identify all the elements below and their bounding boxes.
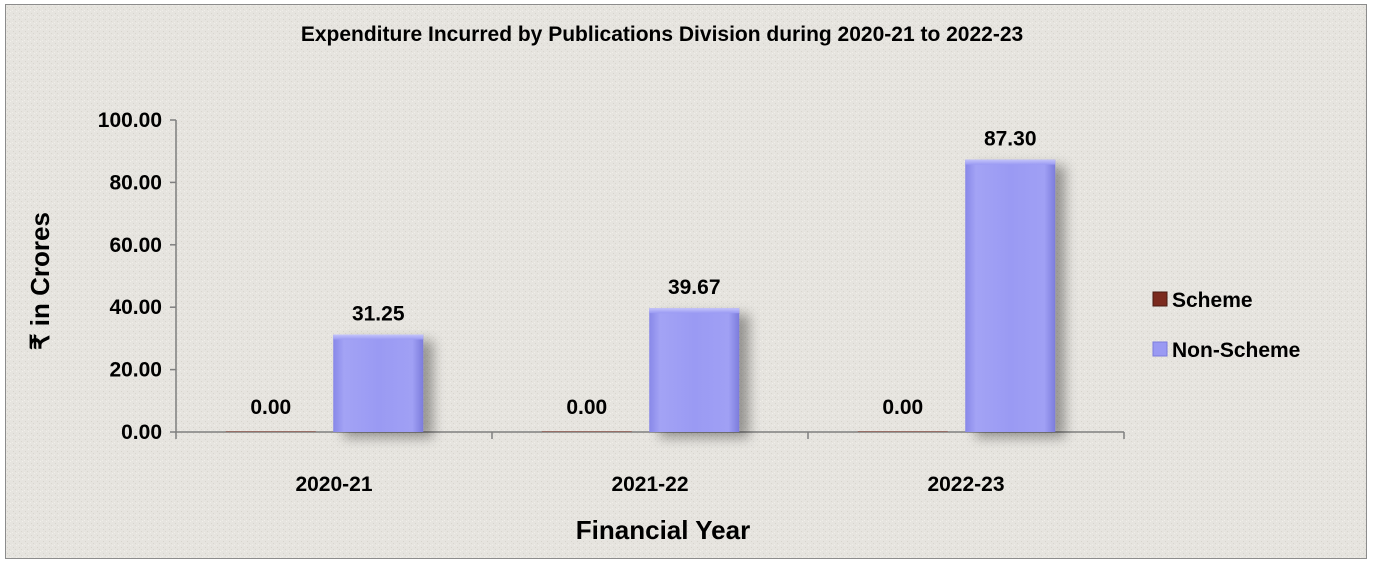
x-tick-label: 2022-23 <box>927 473 1004 496</box>
x-axis-title: Financial Year <box>576 515 750 545</box>
x-tick-label: 2021-22 <box>611 473 688 496</box>
data-labels: 0.00 31.25 0.00 39.67 0.00 87.30 <box>250 128 1036 419</box>
data-label: 0.00 <box>566 396 607 419</box>
y-tick-label: 0.00 <box>121 421 162 444</box>
bar-scheme <box>225 431 316 432</box>
bar-non-scheme <box>649 308 740 432</box>
x-tick-label: 2020-21 <box>295 473 372 496</box>
bar-scheme <box>541 431 632 432</box>
chart-frame: Expenditure Incurred by Publications Div… <box>5 4 1367 559</box>
bar-cap <box>649 308 740 314</box>
legend-label: Non-Scheme <box>1172 339 1300 362</box>
bar-cap <box>965 159 1056 165</box>
y-axis: 0.00 20.00 40.00 60.00 80.00 100.00 <box>98 109 177 444</box>
data-label: 0.00 <box>250 396 291 419</box>
chart-background <box>6 5 1366 558</box>
y-tick-label: 100.00 <box>98 109 162 132</box>
data-label: 0.00 <box>882 396 923 419</box>
legend-swatch-scheme <box>1152 291 1168 307</box>
y-tick-label: 40.00 <box>109 296 162 319</box>
legend-swatch-non-scheme <box>1152 341 1168 357</box>
bars <box>225 159 1056 432</box>
legend: Scheme Non-Scheme <box>1152 289 1300 362</box>
y-tick-label: 60.00 <box>109 234 162 257</box>
y-tick-label: 80.00 <box>109 171 162 194</box>
bar-non-scheme <box>965 159 1056 432</box>
data-label: 31.25 <box>352 303 405 326</box>
bar-non-scheme <box>333 334 424 432</box>
data-label: 39.67 <box>668 276 721 299</box>
bar-cap <box>333 334 424 340</box>
data-label: 87.30 <box>984 128 1037 151</box>
legend-label: Scheme <box>1172 289 1253 312</box>
y-axis-title: ₹ in Crores <box>25 212 55 350</box>
y-tick-label: 20.00 <box>109 359 162 382</box>
bar-chart: Expenditure Incurred by Publications Div… <box>6 5 1366 558</box>
chart-title: Expenditure Incurred by Publications Div… <box>301 23 1023 46</box>
bar-scheme <box>857 431 948 432</box>
